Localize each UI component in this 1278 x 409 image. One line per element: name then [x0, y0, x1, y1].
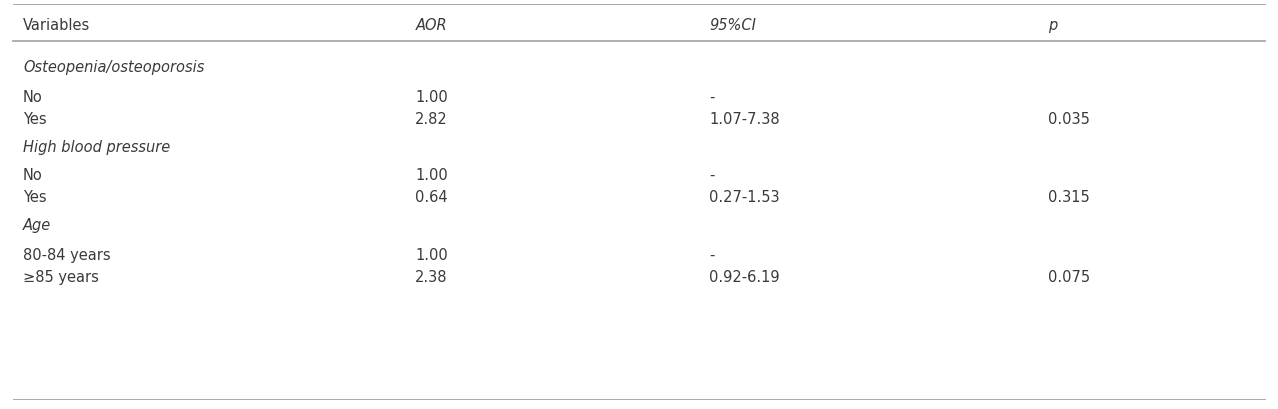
- Text: 1.00: 1.00: [415, 247, 449, 262]
- Text: No: No: [23, 168, 42, 182]
- Text: 2.38: 2.38: [415, 270, 447, 284]
- Text: High blood pressure: High blood pressure: [23, 139, 170, 155]
- Text: Yes: Yes: [23, 189, 46, 204]
- Text: 0.075: 0.075: [1048, 270, 1090, 284]
- Text: 1.00: 1.00: [415, 90, 449, 105]
- Text: 0.27-1.53: 0.27-1.53: [709, 189, 780, 204]
- Text: 80-84 years: 80-84 years: [23, 247, 111, 262]
- Text: 0.035: 0.035: [1048, 112, 1090, 127]
- Text: ≥85 years: ≥85 years: [23, 270, 98, 284]
- Text: Osteopenia/osteoporosis: Osteopenia/osteoporosis: [23, 60, 204, 75]
- Text: 0.64: 0.64: [415, 189, 449, 204]
- Text: 95%CI: 95%CI: [709, 18, 757, 33]
- Text: 1.00: 1.00: [415, 168, 449, 182]
- Text: 0.315: 0.315: [1048, 189, 1090, 204]
- Text: 1.07-7.38: 1.07-7.38: [709, 112, 780, 127]
- Text: -: -: [709, 90, 714, 105]
- Text: Variables: Variables: [23, 18, 91, 33]
- Text: 2.82: 2.82: [415, 112, 449, 127]
- Text: -: -: [709, 168, 714, 182]
- Text: Yes: Yes: [23, 112, 46, 127]
- Text: p: p: [1048, 18, 1057, 33]
- Text: -: -: [709, 247, 714, 262]
- Text: No: No: [23, 90, 42, 105]
- Text: Age: Age: [23, 218, 51, 232]
- Text: AOR: AOR: [415, 18, 447, 33]
- Text: 0.92-6.19: 0.92-6.19: [709, 270, 780, 284]
